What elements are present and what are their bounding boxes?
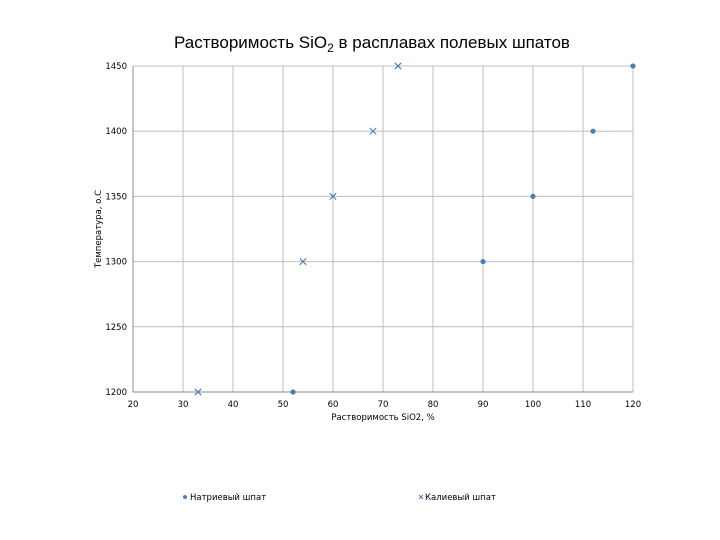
x-axis-label: Растворимость SiO2, % (331, 413, 434, 423)
y-tick-label: 1400 (105, 127, 127, 137)
data-point-natrium (290, 389, 296, 395)
data-point-natrium (480, 259, 486, 265)
legend: Натриевый шпат Калиевый шпат (183, 493, 496, 503)
y-tick-label: 1300 (105, 258, 127, 268)
y-axis-label: Температура, о.С (94, 190, 104, 269)
data-point-natrium (630, 63, 636, 69)
grid-lines (132, 65, 634, 393)
data-point-kalium (394, 62, 402, 70)
x-tick-label: 110 (575, 400, 591, 410)
x-tick-label: 20 (128, 400, 139, 410)
legend-label-kalium: Калиевый шпат (425, 493, 496, 503)
chart-title-subscript: 2 (327, 41, 334, 55)
data-point-kalium (194, 388, 202, 396)
chart-title-main: Растворимость SiO (174, 33, 327, 52)
data-point-kalium (369, 127, 377, 135)
x-tick-label: 120 (625, 400, 641, 410)
data-point-natrium (590, 128, 596, 134)
data-point-kalium (299, 258, 307, 266)
x-tick-label: 40 (228, 400, 239, 410)
x-tick-label: 90 (478, 400, 489, 410)
x-tick-label: 50 (278, 400, 289, 410)
data-points (194, 62, 636, 396)
legend-marker-natrium (183, 495, 187, 499)
x-tick-label: 80 (428, 400, 439, 410)
y-tick-label: 1450 (105, 62, 127, 72)
legend-marker-kalium (418, 494, 424, 500)
x-tick-label: 100 (525, 400, 541, 410)
data-point-natrium (530, 193, 536, 199)
x-tick-label: 70 (378, 400, 389, 410)
y-tick-label: 1200 (105, 388, 127, 398)
legend-label-natrium: Натриевый шпат (190, 493, 266, 503)
y-tick-label: 1250 (105, 323, 127, 333)
x-tick-label: 30 (178, 400, 189, 410)
chart-title-rest: в расплавах полевых шпатов (334, 33, 570, 52)
x-tick-label: 60 (328, 400, 339, 410)
y-tick-labels: 1200 1250 1300 1350 1400 1450 (105, 62, 127, 398)
y-tick-label: 1350 (105, 192, 127, 202)
x-tick-labels: 20 30 40 50 60 70 80 90 100 110 120 (128, 400, 642, 410)
chart-title: Растворимость SiO2 в расплавах полевых ш… (174, 33, 570, 55)
data-point-kalium (329, 192, 337, 200)
